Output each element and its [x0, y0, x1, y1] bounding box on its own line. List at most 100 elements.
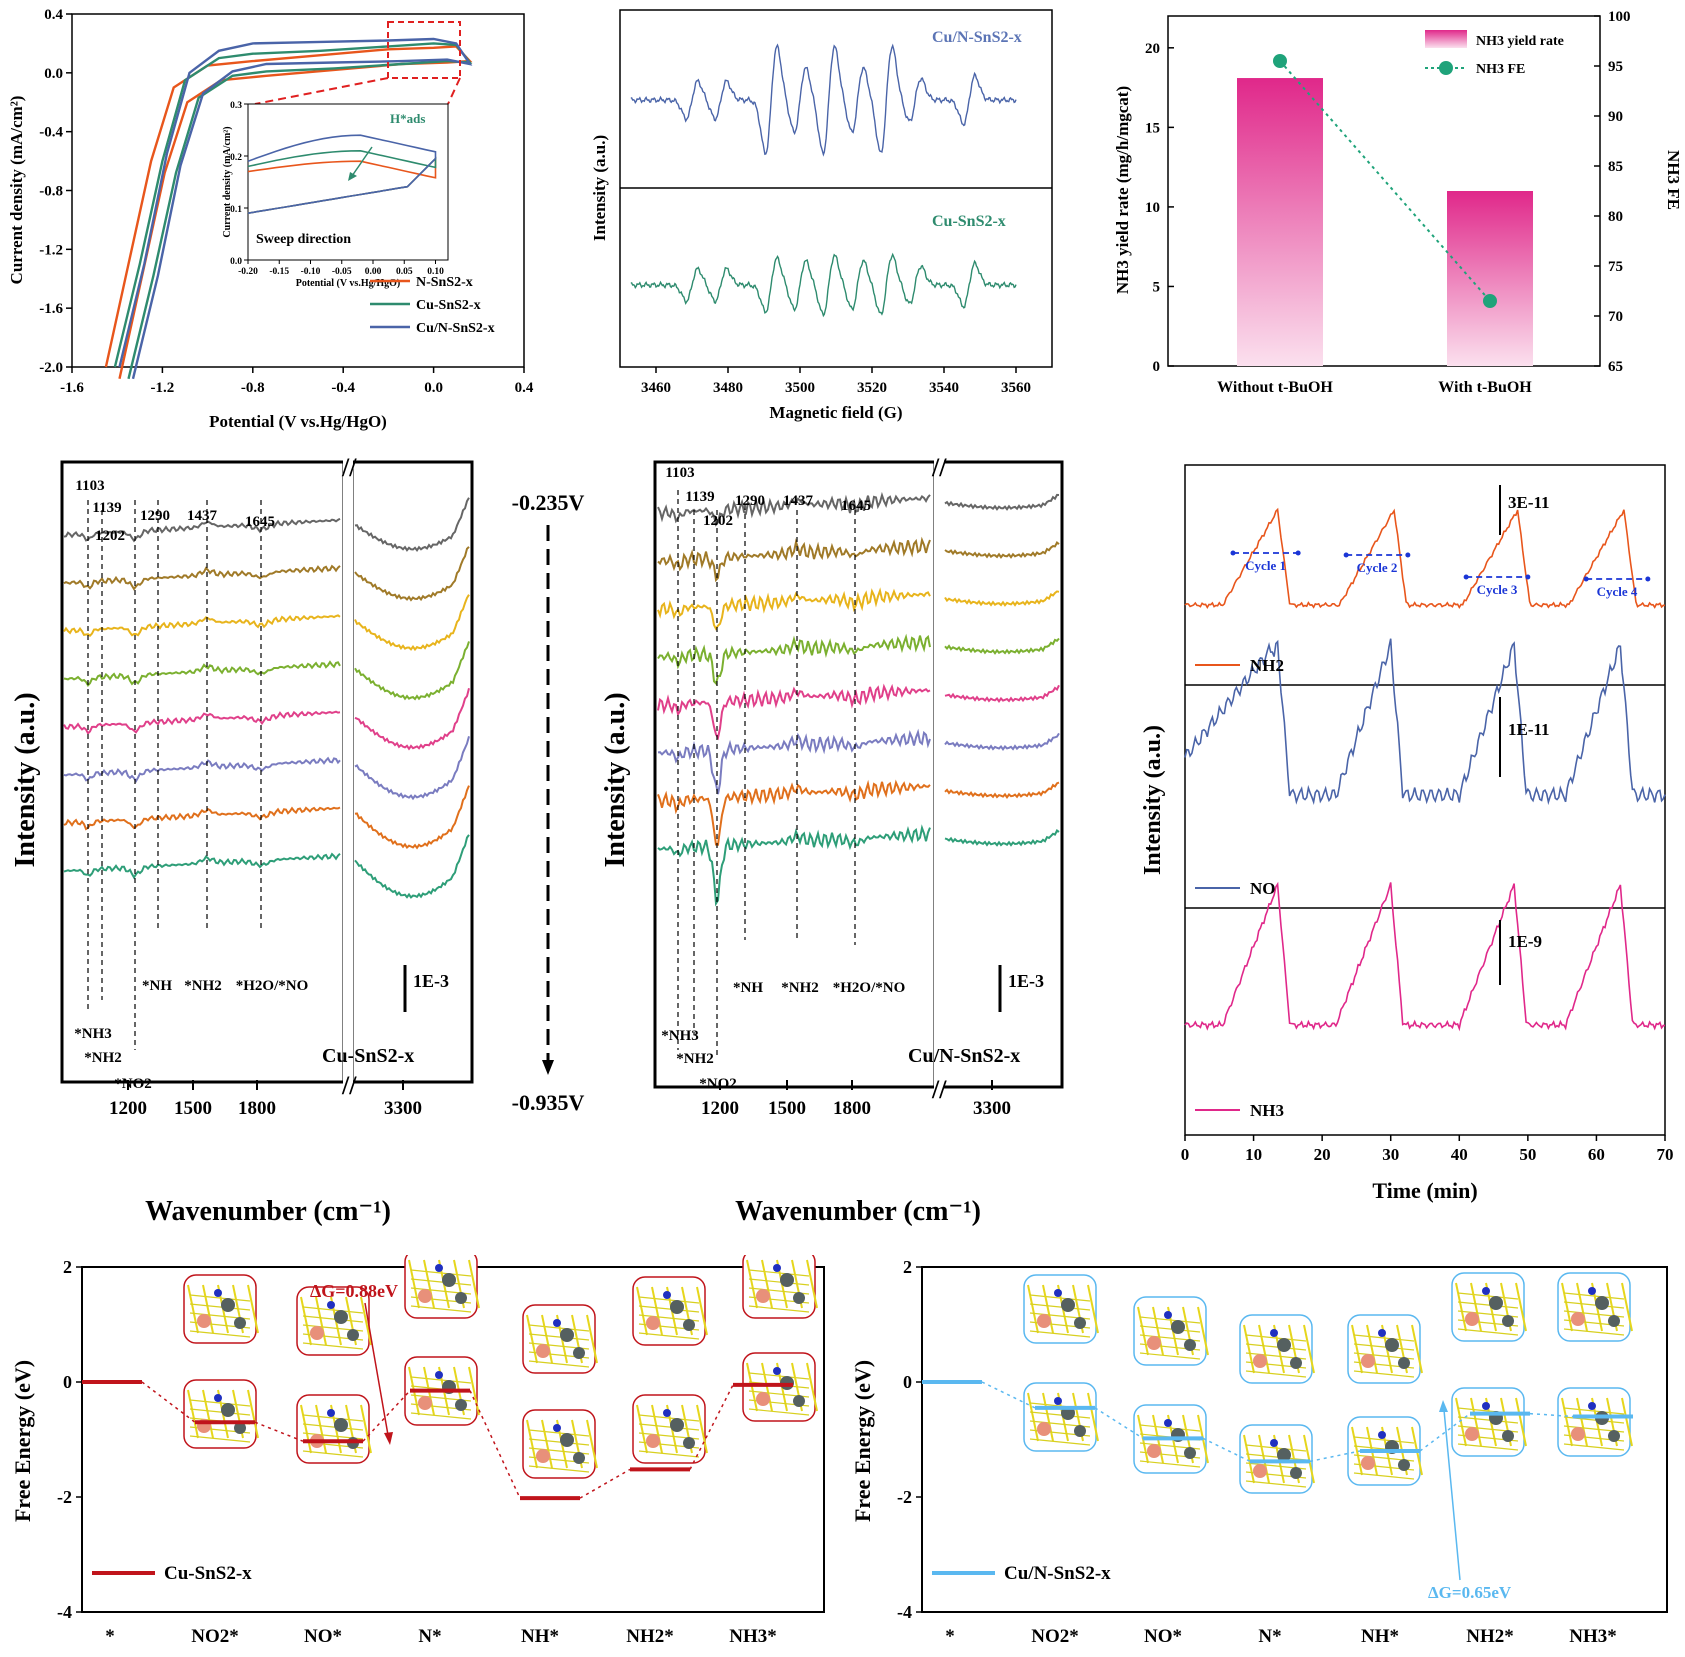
fe-cu-struct-atom-cu — [756, 1392, 770, 1406]
dems-x-tick-label: 40 — [1451, 1145, 1468, 1164]
dems-series-1 — [1184, 507, 1666, 610]
fe-cu-struct-bond — [315, 1404, 327, 1454]
fe-cun-connector — [1309, 1450, 1361, 1463]
nh3-y2-tick-label: 75 — [1608, 259, 1623, 275]
fe-cu-struct-bond — [189, 1435, 251, 1443]
fe-cun-struct-bond — [1087, 1284, 1099, 1334]
nh3-y2-tick-label: 100 — [1608, 9, 1631, 25]
fe-cun-struct-atom-sn — [1061, 1298, 1075, 1312]
dems-cycle-end — [1645, 576, 1651, 582]
fe-cun-struct-atom-cu — [1037, 1314, 1051, 1328]
fe-cun-struct-bond — [1621, 1282, 1633, 1332]
fe-cu-struct-bond — [302, 1450, 364, 1458]
fe-cu-connector — [579, 1468, 631, 1499]
dems-cycle-start — [1583, 576, 1589, 582]
nh3-y-tick-label: 0 — [1153, 359, 1161, 375]
ir-cu-x-ticks: 1200 1500 1800 3300 — [109, 1080, 422, 1119]
dems-legend-label-nh3: NH3 — [1250, 1101, 1284, 1120]
fe-cu-struct-top-0 — [183, 1274, 259, 1344]
cv-inset-annotation-sweep: Sweep direction — [256, 232, 351, 247]
fe-cun-struct-top-1 — [1133, 1296, 1209, 1366]
ir-cun-lines — [657, 491, 1060, 907]
nh3-legend: NH3 yield rate NH3 FE — [1425, 30, 1564, 77]
cv-inset-x-tick-label: -0.20 — [238, 267, 258, 277]
fe-cun-struct-bond — [1351, 1324, 1363, 1374]
dems-cycle-start — [1463, 574, 1469, 580]
fe-cu-struct-atom-sn — [442, 1273, 456, 1287]
fe-cun-struct-atom-sn — [1398, 1357, 1410, 1369]
cv-inset-x-tick-label: -0.05 — [332, 267, 352, 277]
cv-ylabel: Current density (mA/cm²) — [7, 96, 26, 285]
fe-cun-struct-atom-sn — [1184, 1339, 1196, 1351]
ir-cu-peak-label: 1645 — [245, 514, 275, 530]
potential-arrow: -0.235V -0.935V — [512, 490, 585, 1115]
cv-zoom-box — [387, 21, 461, 79]
fe-cun-struct-atom-sn — [1608, 1430, 1620, 1442]
nh3-ylabel: NH3 yield rate (mg/h/mgcat) — [1113, 86, 1132, 294]
fe-cu-struct-bond — [696, 1286, 708, 1336]
fe-cu-x-tick-label: NH3* — [729, 1626, 777, 1647]
fe-cun-struct-bond — [1563, 1443, 1625, 1451]
ir-cun-species-label: *NH — [733, 980, 763, 996]
cv-chart: -1.6 -1.2 -0.8 -0.4 0.0 0.4 -2.0-1.6-1.2-0.8-… — [7, 7, 534, 431]
nh3-fe-point — [1483, 294, 1497, 308]
cv-x-tick-label: -1.2 — [151, 380, 175, 396]
fe-cu-struct-bond — [761, 1259, 773, 1309]
fe-cu-struct-bond — [748, 1278, 810, 1286]
fe-cu-struct-top-2 — [404, 1255, 480, 1319]
fe-cu-y-tick-label: 2 — [63, 1257, 72, 1277]
fe-cu-struct-bond — [586, 1314, 598, 1364]
fe-cun-struct-atom-n — [1164, 1419, 1172, 1427]
fe-cu-struct-atom-sn — [334, 1310, 348, 1324]
fe-cu-x-tick-label: NO2* — [191, 1626, 239, 1647]
ir-cun-spectrum-4 — [657, 633, 931, 686]
ir-cu-spectrum-8 — [63, 852, 341, 880]
ir-cun-x-tick-label: 1500 — [768, 1098, 806, 1119]
ir-cun-x-ticks: 1200 1500 1800 3300 — [701, 1080, 1011, 1119]
potential-arrow-top-label: -0.235V — [512, 490, 585, 515]
ir-cu-lines — [63, 497, 470, 899]
fe-cu-struct-atom-n — [435, 1371, 443, 1379]
fe-cun-struct-bond — [1245, 1370, 1307, 1378]
cv-x-tick-label: -0.8 — [241, 380, 265, 396]
fe-cu-y-tick-label: -4 — [57, 1602, 72, 1622]
fe-cun-connector — [981, 1381, 1036, 1409]
fe-cun-struct-atom-sn — [1184, 1447, 1196, 1459]
cv-x-tick-label: 0.4 — [515, 380, 534, 396]
cv-inset-annotation-h: H*ads — [390, 111, 425, 126]
fe-cu-struct-top-3 — [522, 1304, 598, 1374]
fe-cun-x-tick-label: N* — [1258, 1626, 1281, 1647]
fe-cun-struct-bond — [1027, 1392, 1039, 1442]
fe-cun-struct-bond — [1303, 1434, 1315, 1484]
fe-cun-struct-atom-sn — [1277, 1448, 1291, 1462]
nh3-legend-label-line: NH3 FE — [1476, 62, 1525, 77]
nh3-y2-tick-label: 85 — [1608, 159, 1623, 175]
fe-cu-struct-bond — [189, 1330, 251, 1338]
dems-cycle-start — [1343, 552, 1349, 558]
cv-y-tick-label: 0.4 — [44, 7, 63, 23]
fe-cun-y-tick-label: -4 — [897, 1602, 912, 1622]
cv-inset-y-tick-label: 0.0 — [230, 257, 242, 267]
fe-cun-struct-bond — [1303, 1324, 1315, 1374]
nh3-x-tick-label: Without t-BuOH — [1217, 379, 1333, 396]
ir-cun-break-gap — [934, 452, 944, 1097]
fe-cu-struct-atom-cu — [756, 1289, 770, 1303]
dems-cycle-start — [1230, 550, 1236, 556]
fe-cu-struct-bond — [189, 1303, 251, 1311]
ir-cu-chart: // // 1103 1139 1202 1290 1437 1645 *NH3 *NH2 *N… — [10, 452, 474, 1227]
fe-cu-struct-bottom-1 — [296, 1394, 372, 1464]
fe-cu-struct-atom-n — [773, 1367, 781, 1375]
fe-cu-struct-atom-cu — [536, 1344, 550, 1358]
fe-cu-struct-bond — [528, 1438, 590, 1446]
fe-cu-struct-bond — [651, 1286, 663, 1336]
fe-cun-struct-atom-n — [1054, 1397, 1062, 1405]
ir-cun-scalebar: 1E-3 — [998, 965, 1044, 1012]
fe-cu-y-ticks: 2 0 -2 -4 — [57, 1257, 82, 1622]
ir-cu-x-tick-label: 3300 — [384, 1098, 422, 1119]
molecular-structure-icon — [183, 1255, 818, 1479]
fe-cun-struct-bond — [1457, 1443, 1519, 1451]
fe-cu-struct-bond — [636, 1404, 648, 1454]
ir-cun-spectrum-6 — [657, 728, 931, 795]
ir-cun-spectrum-right-5 — [944, 684, 1060, 704]
